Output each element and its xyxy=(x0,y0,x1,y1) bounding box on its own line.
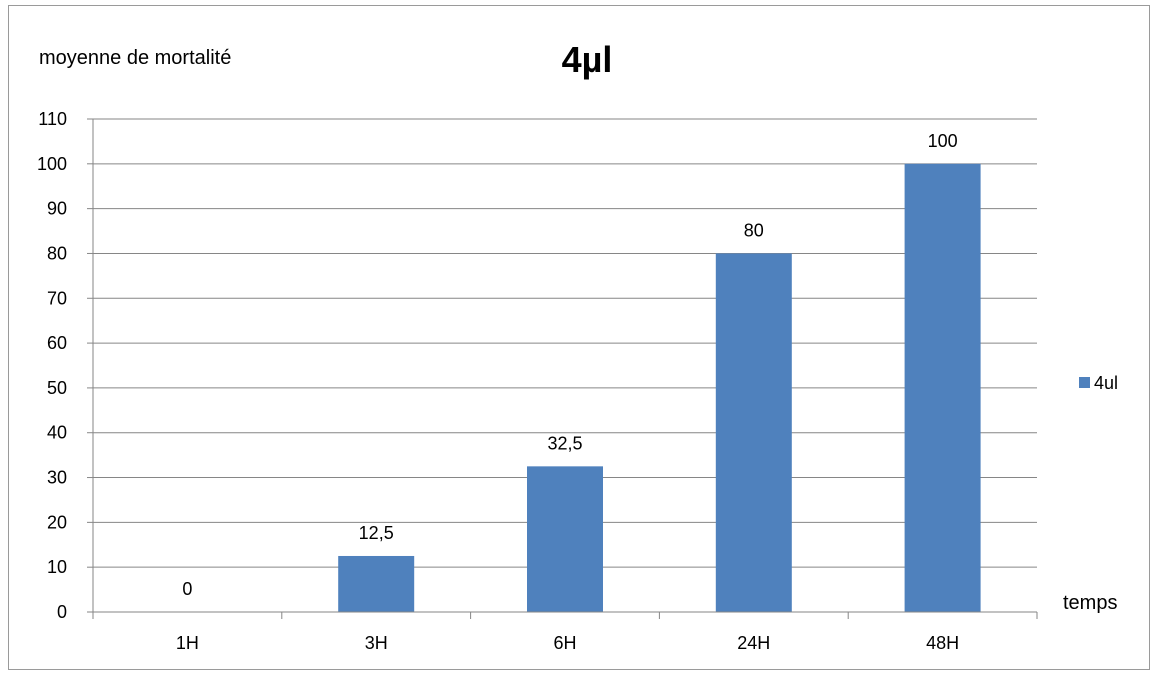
gridlines xyxy=(93,118,1037,568)
bar xyxy=(338,555,415,612)
y-tick-label: 50 xyxy=(47,378,67,398)
bar xyxy=(527,466,603,612)
data-label: 80 xyxy=(744,220,764,240)
y-tick-labels: 0 10 20 30 40 50 60 70 80 90 100 110 xyxy=(37,109,67,622)
x-tick-label: 48H xyxy=(926,633,959,653)
x-axis-title: temps xyxy=(1063,592,1117,614)
x-tick-label: 24H xyxy=(737,633,770,653)
y-tick-label: 70 xyxy=(47,288,67,308)
data-label: 12,5 xyxy=(359,523,394,543)
legend: 4ul xyxy=(1079,373,1118,393)
legend-swatch xyxy=(1079,377,1090,388)
bar xyxy=(904,163,981,612)
y-tick-label: 110 xyxy=(38,109,67,129)
data-label: 32,5 xyxy=(547,433,582,453)
bar-chart: 0 10 20 30 40 50 60 70 80 90 100 110 1H 3H 6H 24H 48H 0… xyxy=(37,39,1118,653)
bars xyxy=(338,163,981,613)
y-tick-label: 20 xyxy=(47,512,67,532)
x-tick-label: 1H xyxy=(176,633,199,653)
y-tick-label: 30 xyxy=(47,468,67,488)
legend-label: 4ul xyxy=(1094,373,1118,393)
chart-frame: 0 10 20 30 40 50 60 70 80 90 100 110 1H 3H 6H 24H 48H 0… xyxy=(8,5,1150,670)
y-tick-label: 100 xyxy=(37,154,67,174)
y-tick-label: 80 xyxy=(47,243,67,263)
axes xyxy=(87,118,1038,619)
x-tick-label: 3H xyxy=(365,633,388,653)
y-tick-label: 10 xyxy=(47,557,67,577)
chart-title: 4µl xyxy=(562,39,613,80)
y-tick-label: 60 xyxy=(47,333,67,353)
bar xyxy=(715,253,792,613)
y-axis-title: moyenne de mortalité xyxy=(39,47,231,69)
data-label: 100 xyxy=(928,131,958,151)
y-tick-label: 40 xyxy=(47,423,67,443)
x-tick-labels: 1H 3H 6H 24H 48H xyxy=(176,633,959,653)
data-label: 0 xyxy=(182,579,192,599)
data-labels: 0 12,5 32,5 80 100 xyxy=(182,131,957,599)
y-tick-label: 0 xyxy=(57,602,67,622)
x-tick-label: 6H xyxy=(553,633,576,653)
y-tick-label: 90 xyxy=(47,199,67,219)
